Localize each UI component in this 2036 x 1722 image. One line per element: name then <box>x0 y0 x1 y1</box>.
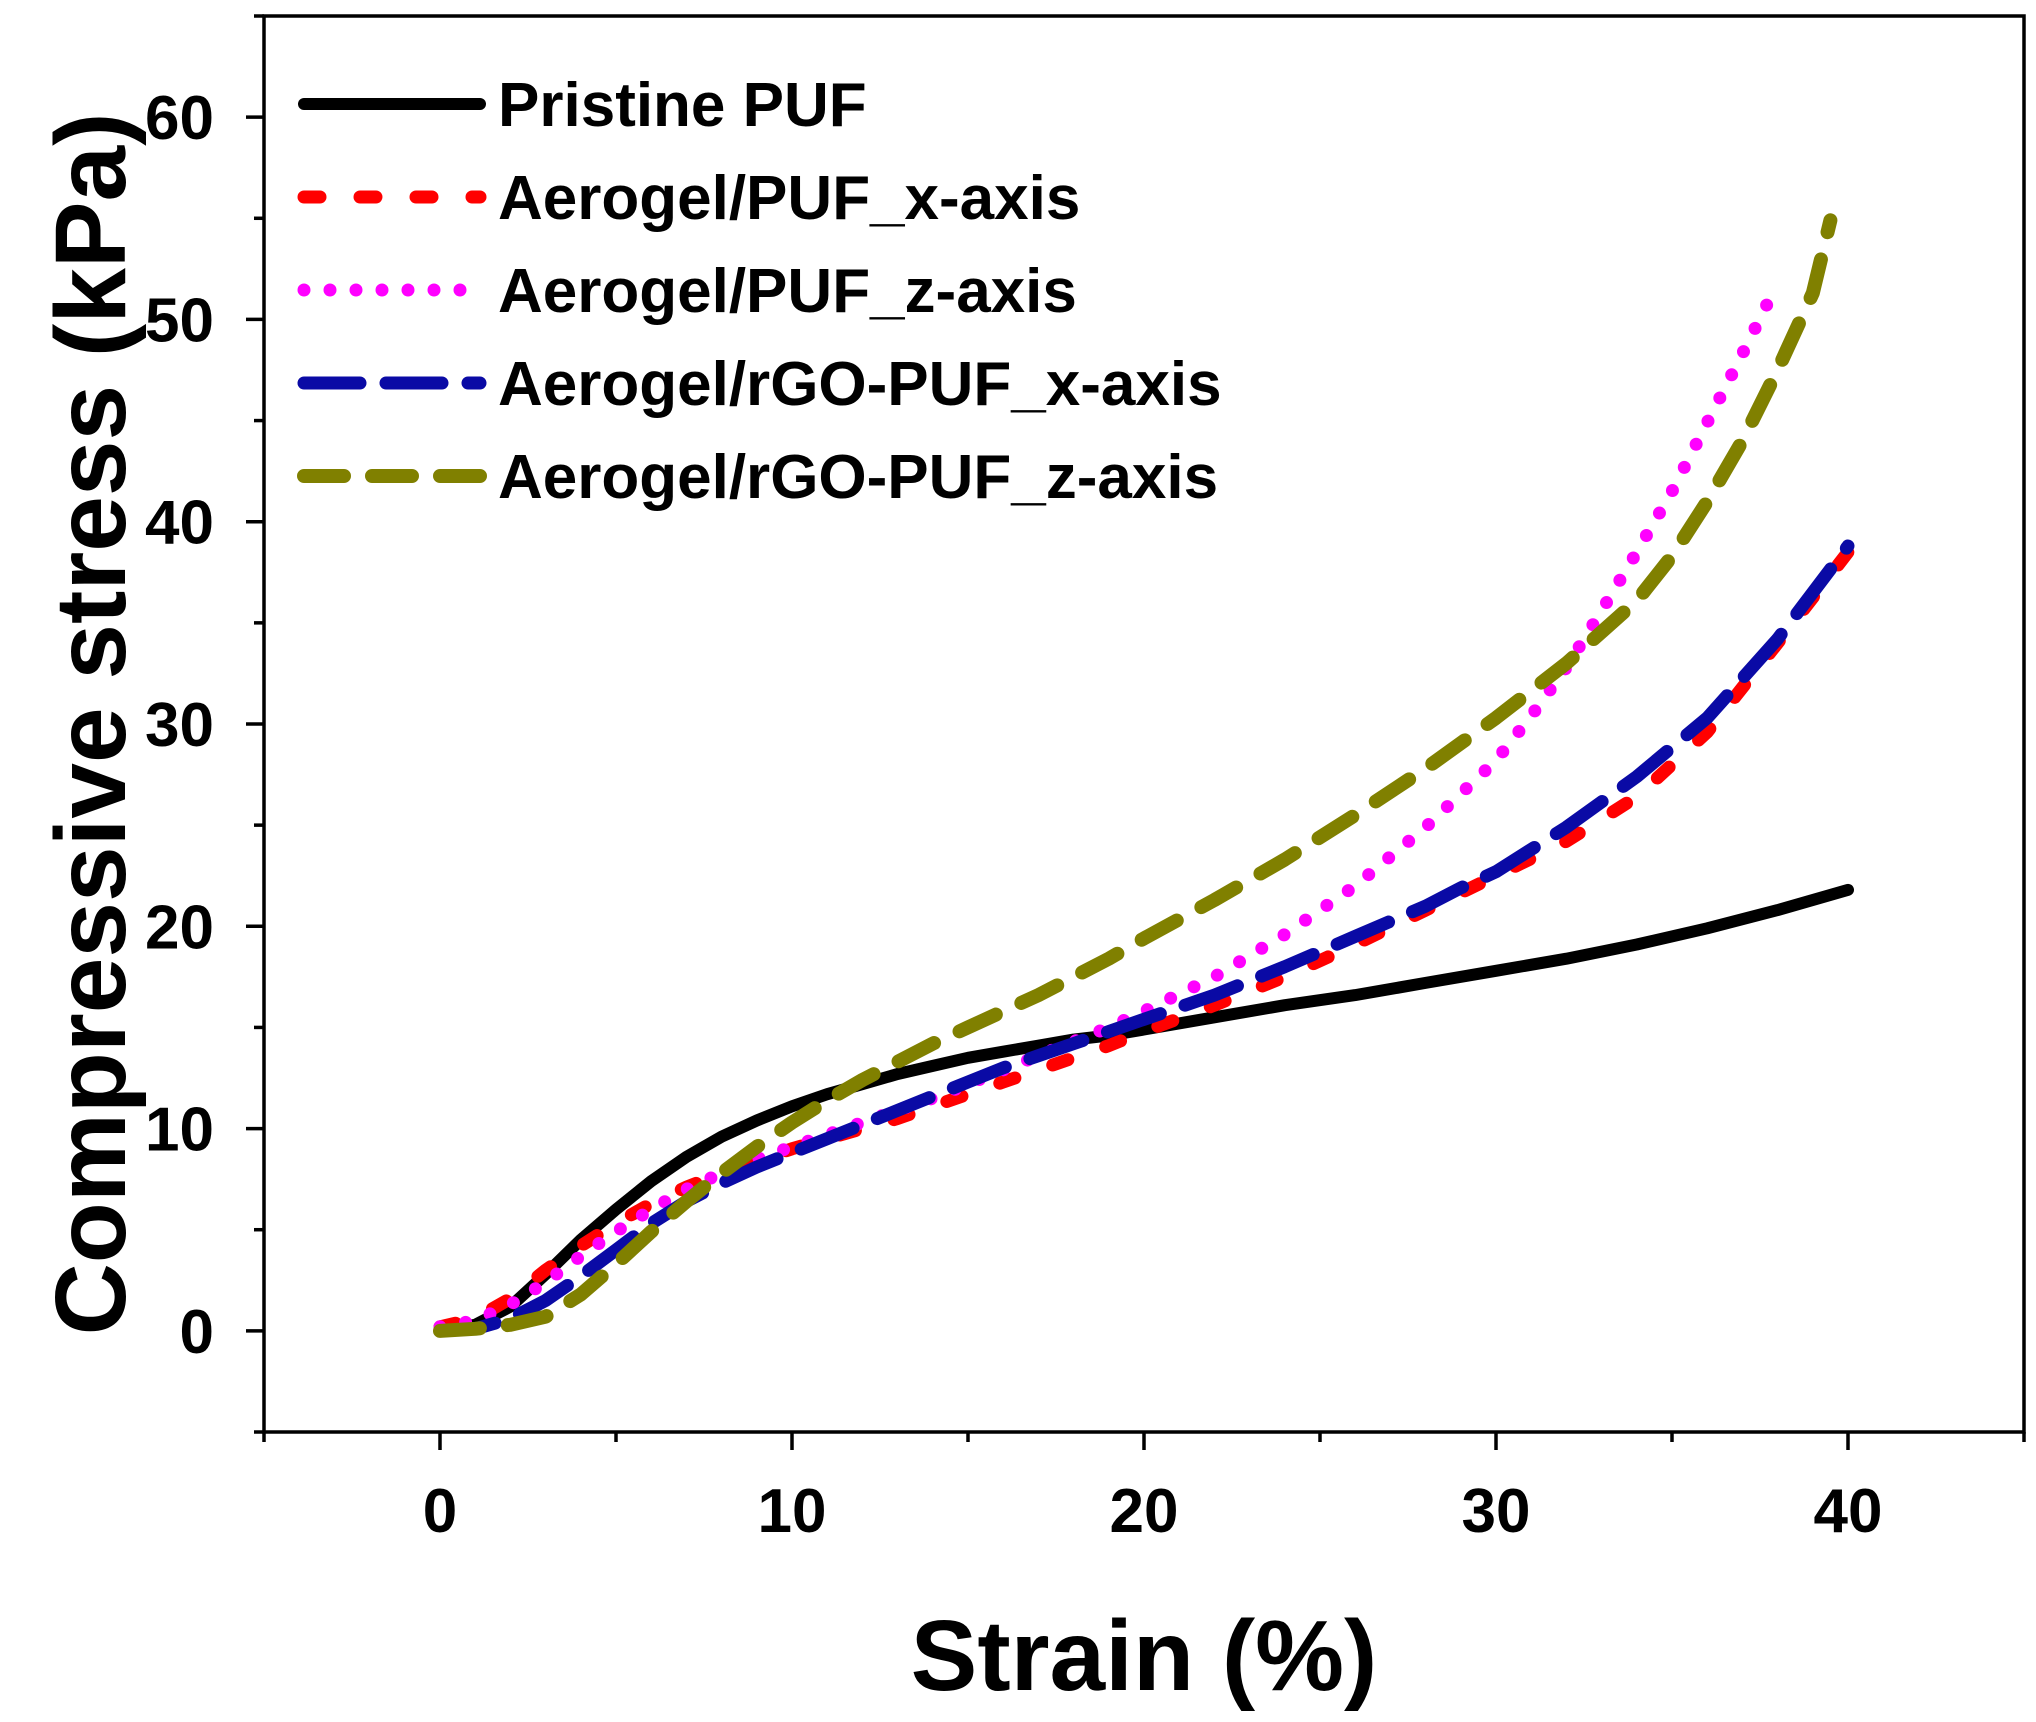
y-tick-label: 60 <box>145 84 214 153</box>
series-line-4 <box>433 539 1855 1338</box>
y-tick-label: 20 <box>145 893 214 962</box>
legend-label-3: Aerogel/PUF_z-axis <box>498 257 1077 326</box>
y-tick-label: 50 <box>145 286 214 355</box>
series-line-1 <box>434 883 1854 1337</box>
series-layer <box>433 213 1855 1338</box>
y-axis: 0 10 20 30 40 50 60 <box>145 14 264 1434</box>
series-line-5 <box>433 213 1838 1338</box>
x-tick-label: 20 <box>1110 1477 1179 1546</box>
y-tick-label: 10 <box>145 1096 214 1165</box>
x-axis: 0 10 20 30 40 <box>262 1432 2026 1546</box>
legend-label-4: Aerogel/rGO-PUF_x-axis <box>498 350 1222 419</box>
legend-label-1: Pristine PUF <box>498 71 867 140</box>
x-tick-label: 30 <box>1462 1477 1531 1546</box>
x-tick-label: 40 <box>1814 1477 1883 1546</box>
legend: Pristine PUF Aerogel/PUF_x-axis Aerogel/PU… <box>297 71 1222 512</box>
x-tick-label: 0 <box>423 1477 457 1546</box>
x-axis-title: Strain (%) <box>911 1600 1378 1712</box>
series-line-2 <box>433 545 1855 1334</box>
y-tick-label: 30 <box>145 691 214 760</box>
legend-label-2: Aerogel/PUF_x-axis <box>498 164 1080 233</box>
y-axis-title: Compressive stress (kPa) <box>35 113 147 1336</box>
legend-label-5: Aerogel/rGO-PUF_z-axis <box>498 443 1218 512</box>
y-tick-label: 40 <box>145 489 214 558</box>
x-tick-label: 10 <box>758 1477 827 1546</box>
y-tick-label: 0 <box>180 1298 214 1367</box>
